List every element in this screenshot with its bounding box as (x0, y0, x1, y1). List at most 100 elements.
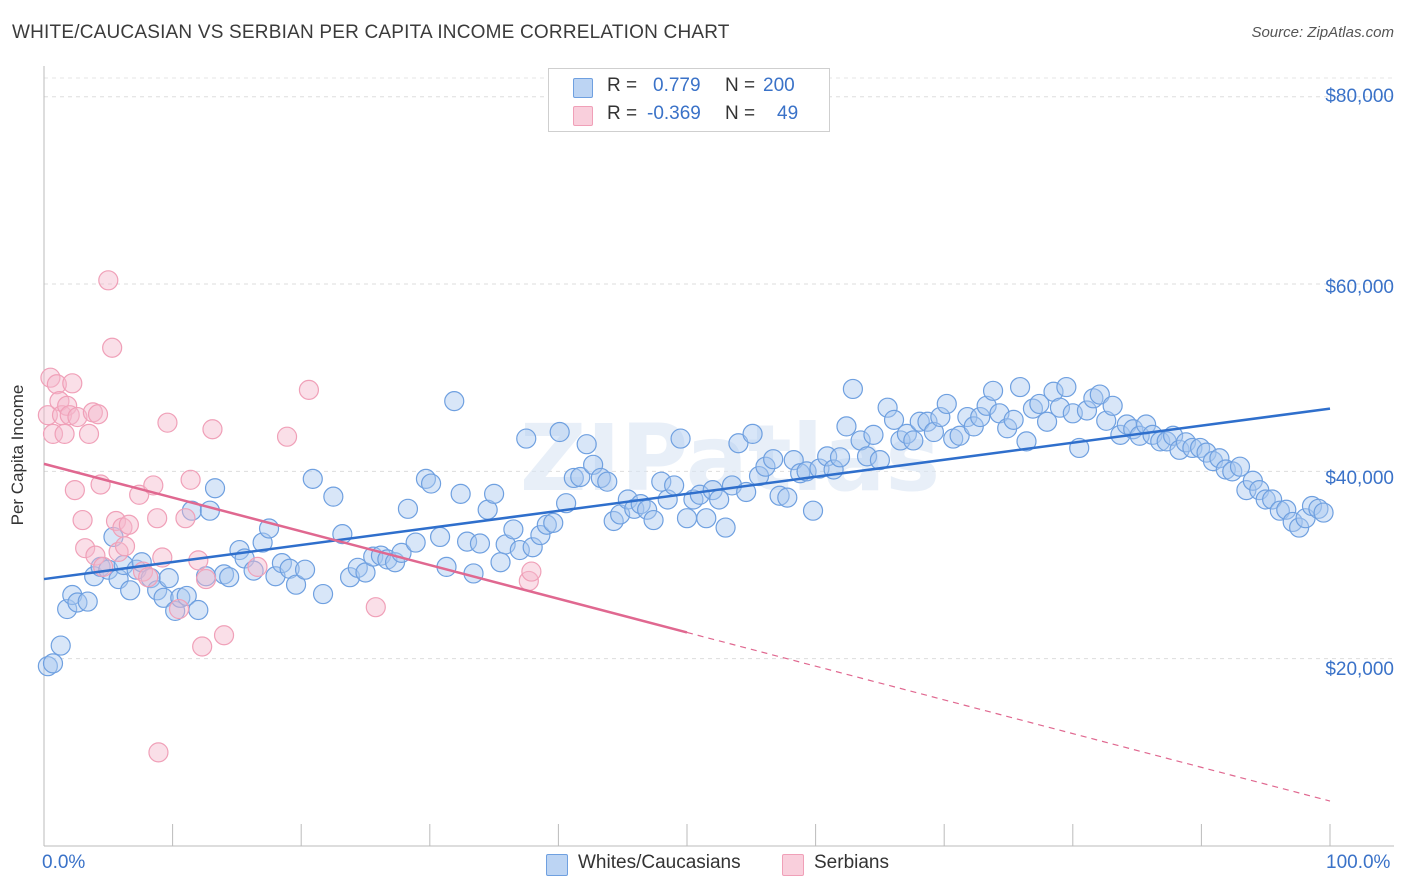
point-whites (763, 449, 784, 470)
point-whites (777, 487, 798, 508)
point-whites (1096, 410, 1117, 431)
point-whites (1313, 502, 1334, 523)
point-whites (563, 467, 584, 489)
point-serbians (192, 636, 213, 657)
point-serbians (195, 568, 217, 590)
point-whites (204, 478, 226, 499)
point-serbians (102, 337, 123, 358)
point-whites (936, 393, 957, 415)
point-serbians (93, 556, 114, 577)
point-serbians (62, 373, 83, 394)
point-whites (530, 524, 551, 546)
trend-line-serbians-extension (686, 631, 1331, 802)
bottom-legend-swatch-serbians (782, 854, 804, 876)
x-tick-100: 100.0% (1326, 852, 1391, 873)
point-whites (970, 406, 991, 428)
point-whites (869, 450, 891, 471)
point-whites (456, 531, 478, 552)
y-tick-40000: $40,000 (1325, 468, 1394, 489)
point-whites (930, 406, 951, 428)
point-whites (664, 475, 685, 496)
point-whites (450, 483, 471, 504)
point-serbians (148, 742, 169, 763)
point-whites (1009, 376, 1031, 398)
legend-n-value: 200 (763, 75, 795, 96)
point-whites (676, 508, 698, 529)
point-whites (728, 433, 749, 454)
point-whites (543, 512, 564, 533)
point-whites (490, 552, 511, 573)
point-whites (1076, 400, 1098, 421)
bottom-legend-swatch-whites (546, 854, 568, 876)
trend-line-serbians (43, 462, 688, 634)
legend-swatch-whites (573, 78, 593, 98)
point-whites (923, 421, 945, 443)
point-serbians (114, 536, 136, 557)
point-whites (444, 391, 465, 412)
point-serbians (298, 379, 320, 400)
point-whites (783, 450, 804, 471)
point-whites (67, 592, 88, 613)
point-whites (836, 416, 857, 437)
point-whites (77, 591, 98, 612)
point-whites (302, 468, 323, 489)
point-whites (576, 434, 597, 455)
point-serbians (180, 469, 201, 490)
point-whites (1056, 376, 1077, 398)
point-serbians (147, 508, 168, 529)
point-whites (769, 485, 790, 506)
point-whites (1083, 388, 1104, 409)
point-whites (829, 447, 851, 468)
point-whites (651, 471, 672, 492)
legend-r-value: -0.369 (647, 103, 701, 124)
point-whites (1089, 384, 1110, 405)
point-whites (323, 486, 344, 507)
legend-r-value: 0.779 (653, 75, 701, 96)
legend-r-label: R = (607, 103, 638, 124)
legend-swatch-serbians (573, 106, 593, 126)
point-whites (1269, 500, 1290, 521)
point-whites (802, 500, 824, 521)
point-whites (755, 456, 776, 477)
point-whites (469, 533, 491, 554)
y-tick-80000: $80,000 (1325, 86, 1394, 107)
point-serbians (72, 509, 93, 531)
bottom-legend-label-whites: Whites/Caucasians (578, 852, 741, 873)
point-whites (219, 567, 240, 588)
point-serbians (85, 545, 106, 566)
point-whites (522, 537, 543, 558)
point-whites (516, 428, 537, 449)
point-serbians (247, 556, 268, 577)
point-whites (742, 423, 763, 445)
point-serbians (168, 598, 190, 620)
point-whites (1049, 397, 1071, 418)
point-whites (509, 539, 530, 561)
point-serbians (365, 597, 386, 618)
point-whites (1036, 411, 1058, 432)
point-serbians (157, 412, 178, 433)
point-whites (670, 428, 691, 449)
point-whites (917, 411, 938, 432)
point-serbians (54, 423, 75, 445)
point-serbians (46, 374, 67, 395)
point-whites (903, 430, 924, 451)
legend-n-value: 49 (777, 103, 799, 124)
point-whites (556, 493, 577, 514)
legend-n-label: N = (725, 103, 756, 124)
legend-n-label: N = (725, 75, 756, 96)
point-whites (42, 653, 64, 674)
point-serbians (78, 423, 100, 445)
point-serbians (37, 405, 58, 426)
legend-r-label: R = (607, 75, 638, 96)
point-whites (153, 587, 174, 608)
point-whites (1229, 456, 1251, 477)
point-whites (590, 467, 611, 489)
point-whites (1282, 511, 1303, 533)
point-whites (397, 498, 419, 519)
x-tick-0: 0.0% (42, 852, 86, 873)
point-whites (1016, 431, 1037, 452)
legend-row-whites: R = 0.779 N = 200 (549, 73, 829, 101)
point-serbians (175, 508, 196, 529)
point-whites (1276, 499, 1297, 520)
